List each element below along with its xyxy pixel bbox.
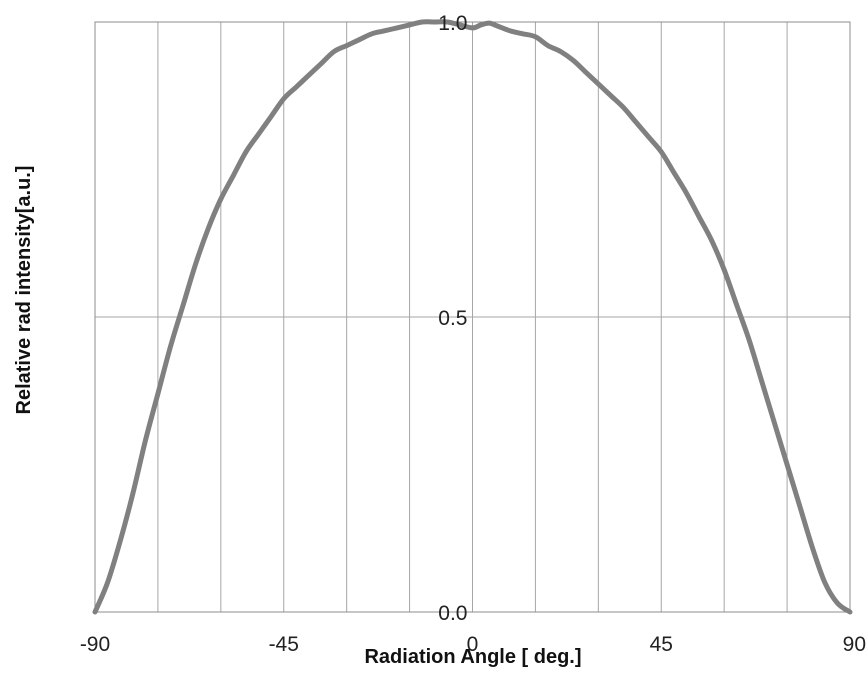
y-axis-title: Relative rad intensity[a.u.]: [13, 166, 35, 415]
x-tick-label-4: 90: [843, 633, 866, 656]
x-tick-labels: -90 -45 0 45 90: [80, 633, 866, 656]
series-line-0: [92, 19, 853, 615]
y-tick-label-1: 0.5: [438, 307, 467, 330]
y-tick-labels: 0.0 0.5 1.0: [438, 12, 467, 625]
series-line-group: [92, 19, 853, 615]
x-tick-label-2: 0: [467, 633, 479, 656]
plot-frame: [94, 21, 851, 613]
x-tick-label-3: 45: [650, 633, 673, 656]
x-tick-label-1: -45: [269, 633, 299, 656]
x-axis-title: Radiation Angle [ deg.]: [364, 646, 581, 668]
y-tick-label-2: 1.0: [438, 12, 467, 35]
y-tick-label-0: 0.0: [438, 602, 467, 625]
grid-lines: [95, 22, 850, 612]
x-tick-label-0: -90: [80, 633, 110, 656]
